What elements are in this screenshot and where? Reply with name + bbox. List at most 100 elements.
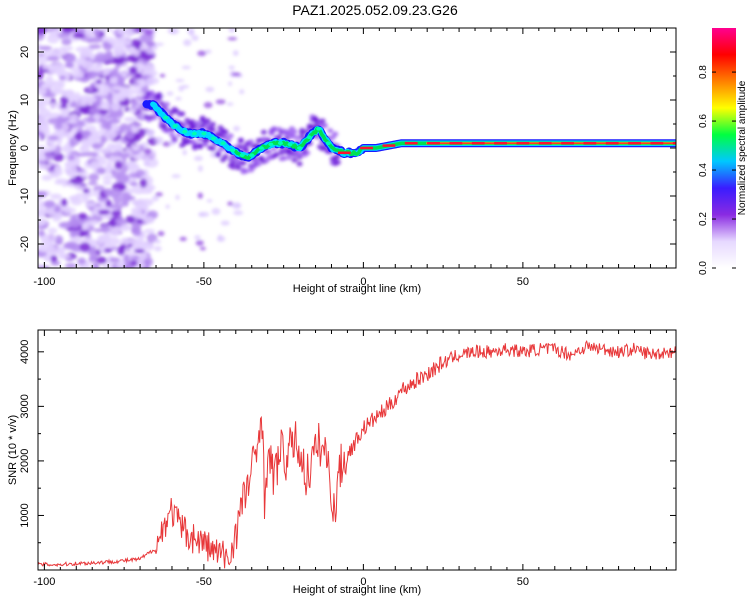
spectrogram-noise-blob <box>319 118 326 124</box>
spectrogram-peak-blob <box>172 124 178 128</box>
spectrogram-noise-blob <box>222 129 229 135</box>
spectrogram-noise-blob <box>82 188 90 194</box>
spectrogram-noise-blob <box>233 125 240 132</box>
spectrogram-peak-blob <box>287 142 293 147</box>
spectrogram-noise-blob <box>138 152 147 157</box>
spectrogram-noise-blob <box>128 108 137 114</box>
spectrogram-noise-blob <box>228 65 235 70</box>
spectrogram-noise-blob <box>38 45 53 51</box>
spectrogram-noise-blob <box>43 200 56 208</box>
spectrogram-noise-blob <box>175 78 185 83</box>
spectrogram-peak-blob <box>306 135 312 139</box>
spectrogram-noise-blob <box>55 144 62 155</box>
snr-x-tick-label: 0 <box>360 576 366 588</box>
spectrogram-noise-blob <box>134 248 145 254</box>
spectrogram-peak-blob <box>201 131 207 136</box>
spectrogram-noise-blob <box>134 72 143 79</box>
spectrogram-noise-blob <box>119 244 127 250</box>
spectrogram-x-ticks: -100 -50 0 50 <box>33 28 667 288</box>
spectrogram-noise-blob <box>60 109 69 118</box>
spectrogram-y-tick-label: 10 <box>19 94 31 106</box>
spectrogram-noise-blob <box>58 221 73 229</box>
spectrogram-noise-blob <box>110 102 121 112</box>
spectrogram-noise-blob <box>40 147 54 153</box>
spectrogram-noise-blob <box>49 172 61 178</box>
spectrogram-noise-blob <box>109 143 124 152</box>
snr-x-axis-label: Height of straight line (km) <box>293 584 421 596</box>
spectrogram-noise-blob <box>98 84 110 94</box>
spectrogram-noise-blob <box>45 234 57 243</box>
spectrogram-x-tick-label: -50 <box>196 276 212 288</box>
spectrogram-noise-blob <box>94 53 109 63</box>
spectrogram-noise-blob <box>93 263 100 268</box>
spectrogram-noise-blob <box>202 141 209 147</box>
spectrogram-noise-blob <box>228 81 233 86</box>
spectrogram-noise-blob <box>104 121 112 131</box>
spectrogram-noise-blob <box>130 150 141 155</box>
spectrogram-y-tick-label: 20 <box>19 46 31 58</box>
spectrogram-noise-blob <box>86 220 99 226</box>
spectrogram-noise-blob <box>65 241 78 249</box>
spectrogram-noise-blob <box>304 150 311 156</box>
spectrogram-noise-blob <box>87 87 94 92</box>
spectrogram-noise-blob <box>322 123 329 129</box>
spectrogram-noise-blob <box>91 143 102 149</box>
spectrogram-noise-blob <box>96 256 108 264</box>
spectrogram-noise-blob <box>226 102 234 106</box>
spectrogram-peak-blob <box>230 148 236 153</box>
snr-y-tick-label: 4000 <box>19 340 31 364</box>
spectrogram-noise-blob <box>130 224 142 235</box>
spectrogram-noise-blob <box>79 147 86 152</box>
spectrogram-noise-blob <box>84 202 97 207</box>
spectrogram-noise-blob <box>61 117 71 122</box>
spectrogram-noise-blob <box>49 247 60 256</box>
spectrogram-noise-blob <box>61 178 68 188</box>
spectrogram-noise-blob <box>214 152 221 158</box>
spectrogram-noise-blob <box>242 168 249 174</box>
spectrogram-noise-blob <box>143 96 150 102</box>
spectrogram-noise-blob <box>100 134 107 144</box>
spectrogram-x-tick-label: -100 <box>33 276 55 288</box>
spectrogram-noise-blob <box>187 28 195 34</box>
spectrogram-noise-blob <box>87 181 98 186</box>
spectrogram-noise-blob <box>163 128 170 134</box>
spectrogram-noise-blob <box>128 66 138 74</box>
spectrogram-noise-blob <box>54 235 64 244</box>
spectrogram-noise-blob <box>47 135 60 141</box>
spectrogram-noise-blob <box>171 137 178 143</box>
spectrogram-noise-blob <box>240 160 247 166</box>
spectrogram-noise-blob <box>197 165 203 172</box>
spectrogram-noise-blob <box>271 126 278 132</box>
spectrogram-noise-blob <box>296 161 303 167</box>
spectrogram-noise-blob <box>62 123 70 132</box>
spectrogram-noise-blob <box>61 198 68 207</box>
spectrogram-noise-blob <box>154 42 164 46</box>
spectrogram-noise-blob <box>126 47 135 53</box>
spectrogram-noise-blob <box>197 143 204 149</box>
spectrogram-noise-blob <box>230 164 237 170</box>
spectrogram-noise-blob <box>216 235 226 242</box>
spectrogram-noise-blob <box>123 39 132 46</box>
spectrogram-noise-blob <box>179 236 187 242</box>
spectrogram-noise-blob <box>102 55 114 61</box>
spectrogram-noise-blob <box>62 46 70 52</box>
spectrogram-noise-blob <box>227 133 234 139</box>
spectrogram-noise-blob <box>133 122 142 128</box>
spectrogram-noise-blob <box>206 199 213 203</box>
spectrogram-y-tick-label: 0 <box>19 145 31 151</box>
spectrogram-noise-blob <box>126 54 137 62</box>
colorbar-tick-label: 0.2 <box>698 212 709 226</box>
spectrogram-noise-blob <box>237 138 244 144</box>
spectrogram-noise-blob <box>175 96 182 101</box>
spectrogram-noise-blob <box>154 136 164 144</box>
spectrogram-peak-blob <box>220 141 226 145</box>
chart-title: PAZ1.2025.052.09.23.G26 <box>292 2 458 18</box>
snr-y-tick-label: 1000 <box>19 503 31 527</box>
snr-y-ticks: 1000 2000 3000 4000 <box>19 340 676 571</box>
colorbar-tick-label: 0.8 <box>698 65 709 79</box>
spectrogram-noise-blob <box>168 132 175 138</box>
spectrogram-noise-blob <box>215 99 226 105</box>
spectrogram-noise-blob <box>41 63 56 70</box>
spectrogram-noise-blob <box>68 114 79 120</box>
